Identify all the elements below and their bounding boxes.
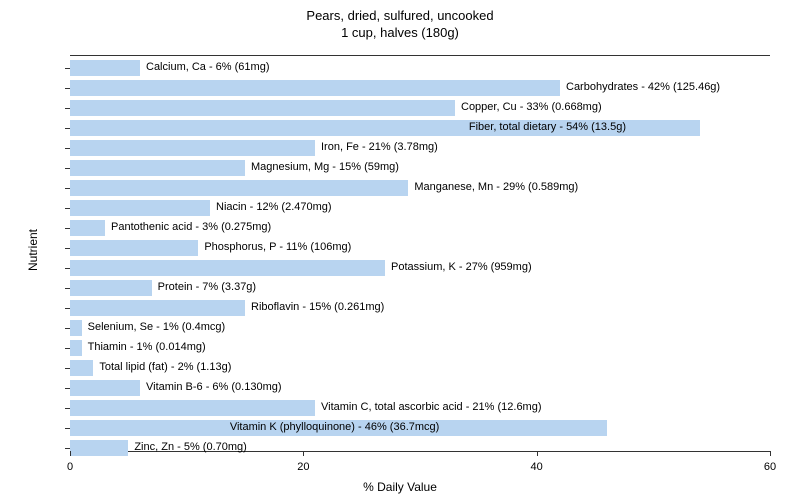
bar-label: Manganese, Mn - 29% (0.589mg) (414, 181, 578, 193)
bar-label: Total lipid (fat) - 2% (1.13g) (99, 361, 231, 373)
bar (70, 280, 152, 296)
bar (70, 380, 140, 396)
x-tick-label: 60 (764, 461, 776, 473)
bar-label: Carbohydrates - 42% (125.46g) (566, 81, 720, 93)
bar-label: Potassium, K - 27% (959mg) (391, 261, 532, 273)
bar-label: Magnesium, Mg - 15% (59mg) (251, 161, 399, 173)
bar-row: Fiber, total dietary - 54% (13.5g) (70, 120, 700, 136)
bar-row: Protein - 7% (3.37g) (70, 280, 152, 296)
bar-row: Magnesium, Mg - 15% (59mg) (70, 160, 245, 176)
bar (70, 160, 245, 176)
x-tick (70, 451, 71, 456)
bar (70, 140, 315, 156)
bar-label: Calcium, Ca - 6% (61mg) (146, 61, 269, 73)
bar (70, 260, 385, 276)
bar-label: Vitamin C, total ascorbic acid - 21% (12… (321, 401, 542, 413)
bar-row: Phosphorus, P - 11% (106mg) (70, 240, 198, 256)
bar-label: Phosphorus, P - 11% (106mg) (204, 241, 351, 253)
bar (70, 80, 560, 96)
x-tick-label: 20 (297, 461, 309, 473)
bar-row: Vitamin B-6 - 6% (0.130mg) (70, 380, 140, 396)
bar (70, 240, 198, 256)
bar (70, 300, 245, 316)
x-tick (770, 451, 771, 456)
bar (70, 320, 82, 336)
x-tick (303, 451, 304, 456)
bar-row: Iron, Fe - 21% (3.78mg) (70, 140, 315, 156)
bar (70, 400, 315, 416)
title-line1: Pears, dried, sulfured, uncooked (306, 8, 493, 23)
bar-row: Potassium, K - 27% (959mg) (70, 260, 385, 276)
bar (70, 100, 455, 116)
bar (70, 360, 93, 376)
bar (70, 60, 140, 76)
bar-label: Vitamin K (phylloquinone) - 46% (36.7mcg… (230, 421, 440, 433)
bar-label: Fiber, total dietary - 54% (13.5g) (469, 121, 626, 133)
bar-row: Selenium, Se - 1% (0.4mcg) (70, 320, 82, 336)
bar-label: Zinc, Zn - 5% (0.70mg) (134, 441, 246, 453)
bar-row: Vitamin C, total ascorbic acid - 21% (12… (70, 400, 315, 416)
bar-row: Carbohydrates - 42% (125.46g) (70, 80, 560, 96)
bar-row: Manganese, Mn - 29% (0.589mg) (70, 180, 408, 196)
chart-container: Pears, dried, sulfured, uncooked 1 cup, … (0, 0, 800, 500)
chart-title: Pears, dried, sulfured, uncooked 1 cup, … (0, 0, 800, 42)
bar-label: Niacin - 12% (2.470mg) (216, 201, 332, 213)
bar-row: Riboflavin - 15% (0.261mg) (70, 300, 245, 316)
bar-row: Zinc, Zn - 5% (0.70mg) (70, 440, 128, 456)
bar (70, 440, 128, 456)
bar (70, 200, 210, 216)
y-axis-label: Nutrient (26, 229, 40, 271)
bar-label: Copper, Cu - 33% (0.668mg) (461, 101, 602, 113)
bar-label: Vitamin B-6 - 6% (0.130mg) (146, 381, 282, 393)
bar-label: Selenium, Se - 1% (0.4mcg) (88, 321, 226, 333)
bar-row: Niacin - 12% (2.470mg) (70, 200, 210, 216)
bar-label: Pantothenic acid - 3% (0.275mg) (111, 221, 271, 233)
title-line2: 1 cup, halves (180g) (341, 25, 459, 40)
bar-label: Riboflavin - 15% (0.261mg) (251, 301, 384, 313)
bar-row: Vitamin K (phylloquinone) - 46% (36.7mcg… (70, 420, 607, 436)
bar-row: Pantothenic acid - 3% (0.275mg) (70, 220, 105, 236)
x-tick-label: 40 (531, 461, 543, 473)
bar-row: Thiamin - 1% (0.014mg) (70, 340, 82, 356)
bar-label: Thiamin - 1% (0.014mg) (88, 341, 206, 353)
x-axis-label: % Daily Value (363, 480, 437, 494)
x-tick-label: 0 (67, 461, 73, 473)
x-tick (537, 451, 538, 456)
bar-row: Total lipid (fat) - 2% (1.13g) (70, 360, 93, 376)
bar (70, 180, 408, 196)
bar (70, 340, 82, 356)
bar-label: Iron, Fe - 21% (3.78mg) (321, 141, 438, 153)
bar-label: Protein - 7% (3.37g) (158, 281, 256, 293)
bar (70, 220, 105, 236)
bar-row: Calcium, Ca - 6% (61mg) (70, 60, 140, 76)
bar-row: Copper, Cu - 33% (0.668mg) (70, 100, 455, 116)
plot-area: Calcium, Ca - 6% (61mg) Carbohydrates - 4… (70, 55, 770, 452)
